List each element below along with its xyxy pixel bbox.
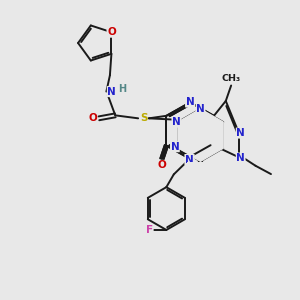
Text: N: N: [186, 97, 194, 107]
Text: N: N: [186, 97, 194, 107]
Text: N: N: [170, 142, 179, 152]
Text: O: O: [107, 27, 116, 37]
Text: CH₃: CH₃: [222, 74, 241, 83]
Text: N: N: [196, 104, 205, 114]
Text: O: O: [158, 160, 166, 170]
Text: N: N: [236, 153, 245, 163]
Text: N: N: [236, 128, 245, 138]
Text: N: N: [185, 154, 194, 164]
Text: F: F: [146, 225, 153, 235]
Polygon shape: [178, 109, 223, 161]
Text: N: N: [185, 154, 194, 164]
Text: O: O: [158, 160, 166, 170]
Text: S: S: [140, 113, 147, 123]
Text: O: O: [195, 175, 203, 185]
Text: H: H: [118, 85, 126, 94]
Text: O: O: [88, 113, 97, 123]
Text: N: N: [172, 117, 181, 127]
Text: N: N: [107, 87, 116, 97]
